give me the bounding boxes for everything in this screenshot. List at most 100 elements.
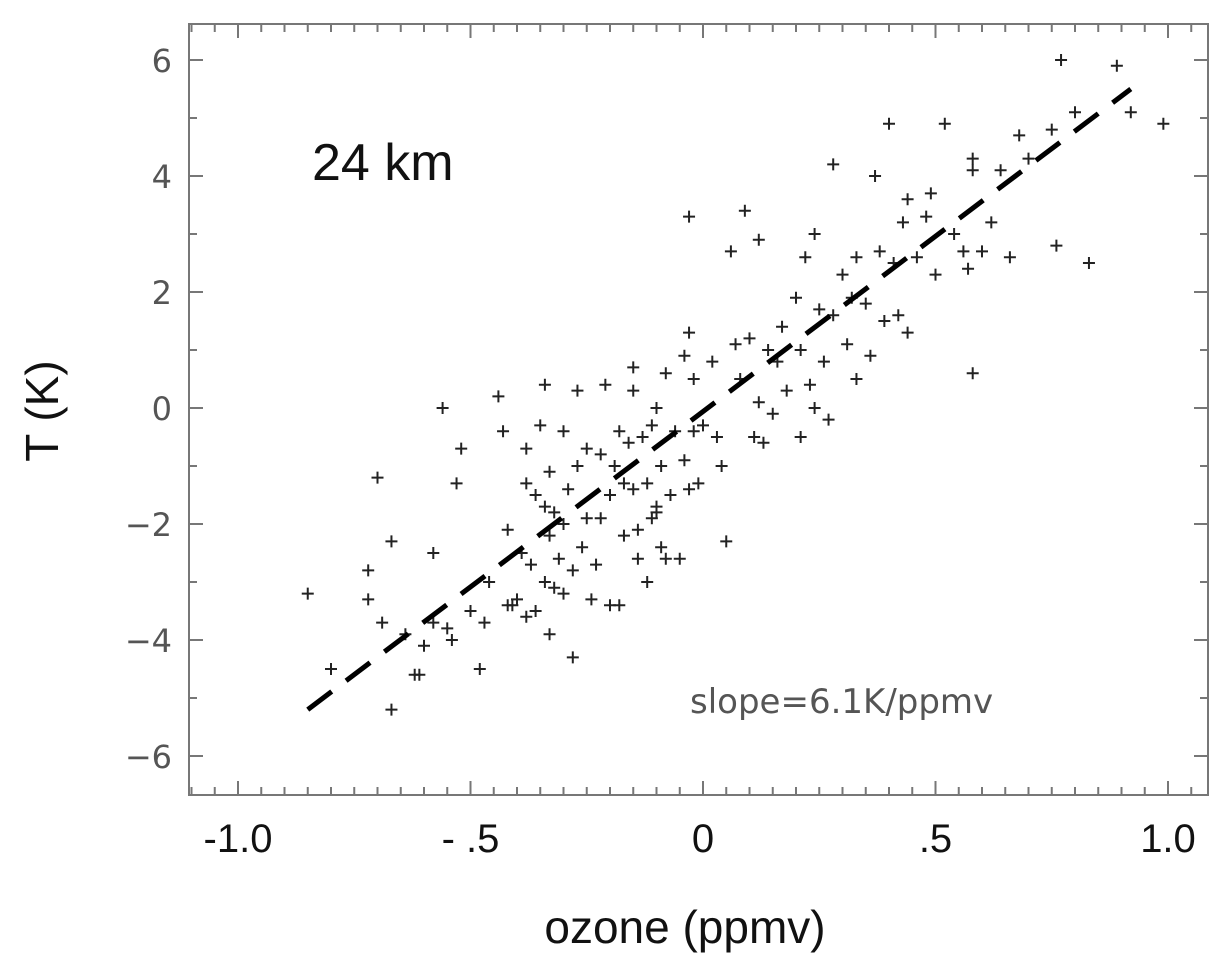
data-point — [641, 477, 654, 490]
data-point — [529, 489, 542, 501]
data-point — [520, 442, 533, 455]
plot-border — [188, 23, 1209, 796]
data-point — [706, 355, 719, 368]
data-point — [697, 419, 709, 432]
data-point — [362, 593, 375, 606]
data-point — [436, 402, 449, 414]
data-point — [576, 541, 589, 554]
data-point — [715, 460, 728, 472]
data-point — [966, 152, 979, 165]
x-tick-label: .5 — [919, 817, 952, 861]
y-tick-label: −2 — [125, 506, 172, 544]
data-point — [1050, 239, 1063, 252]
data-point — [948, 228, 961, 240]
data-point — [548, 506, 561, 519]
data-point — [641, 576, 654, 588]
data-point — [957, 245, 970, 258]
data-point — [566, 651, 579, 664]
x-tick-label: -1.0 — [204, 817, 273, 861]
data-points — [301, 54, 1170, 716]
data-point — [729, 338, 742, 351]
x-axis-label: ozone (ppmv) — [544, 901, 825, 953]
data-point — [757, 436, 770, 449]
data-point — [743, 332, 756, 345]
data-point — [636, 431, 649, 443]
data-point — [738, 204, 751, 217]
data-point — [678, 454, 691, 467]
data-point — [594, 512, 607, 525]
data-point — [557, 587, 570, 600]
data-point — [325, 663, 337, 675]
y-tick-labels: 6 4 2 0 −2 −4 −6 — [125, 42, 172, 776]
data-point — [413, 668, 426, 681]
fit-line-group — [306, 87, 1133, 712]
data-point — [724, 245, 737, 258]
panel-label: 24 km — [312, 134, 454, 192]
data-point — [962, 262, 975, 275]
x-tick-label: - .5 — [442, 817, 500, 861]
data-point — [455, 442, 468, 455]
data-point — [604, 489, 616, 501]
data-point — [427, 547, 440, 559]
data-point — [655, 460, 668, 472]
data-point — [385, 703, 398, 716]
data-point — [552, 552, 565, 565]
data-point — [910, 251, 923, 264]
data-point — [1069, 106, 1081, 119]
data-point — [473, 663, 486, 675]
data-point — [376, 616, 389, 629]
data-point — [901, 193, 914, 206]
data-point — [441, 622, 454, 635]
y-axis-label: T (K) — [16, 360, 68, 461]
data-point — [752, 396, 765, 409]
data-point — [631, 523, 644, 536]
data-point — [762, 344, 775, 356]
data-point — [827, 158, 840, 171]
data-point — [520, 477, 533, 490]
data-point — [562, 483, 575, 496]
data-point — [548, 581, 561, 594]
data-point — [748, 431, 761, 443]
data-point — [799, 251, 812, 264]
data-point — [529, 605, 542, 617]
data-point — [803, 378, 816, 391]
data-point — [585, 593, 598, 606]
data-point — [859, 297, 872, 310]
data-point — [483, 576, 496, 588]
data-point — [864, 349, 877, 362]
data-point — [683, 483, 696, 496]
data-point — [938, 117, 951, 130]
data-point — [841, 338, 854, 351]
data-point — [520, 610, 533, 623]
data-point — [580, 512, 593, 525]
data-point — [301, 587, 314, 600]
data-point — [371, 471, 384, 484]
data-point — [543, 529, 556, 542]
y-tick-label: −6 — [125, 738, 172, 776]
data-point — [1022, 152, 1035, 165]
data-point — [817, 355, 830, 368]
x-tick-label: 1.0 — [1140, 817, 1196, 861]
data-point — [659, 552, 672, 565]
data-point — [645, 419, 658, 432]
data-point — [631, 552, 644, 565]
data-point — [590, 558, 603, 571]
data-point — [613, 599, 626, 612]
data-point — [538, 500, 551, 513]
data-point — [901, 326, 914, 339]
data-point — [613, 425, 626, 438]
data-point — [896, 216, 909, 229]
data-point — [692, 477, 705, 490]
data-point — [664, 489, 677, 501]
data-point — [566, 564, 579, 577]
data-point — [580, 442, 593, 455]
data-point — [450, 477, 463, 490]
data-point — [385, 535, 398, 548]
data-point — [608, 460, 621, 472]
data-point — [538, 576, 551, 588]
data-point — [850, 251, 863, 264]
data-point — [924, 187, 937, 200]
data-point — [836, 268, 849, 281]
plot-frame — [188, 23, 1209, 796]
